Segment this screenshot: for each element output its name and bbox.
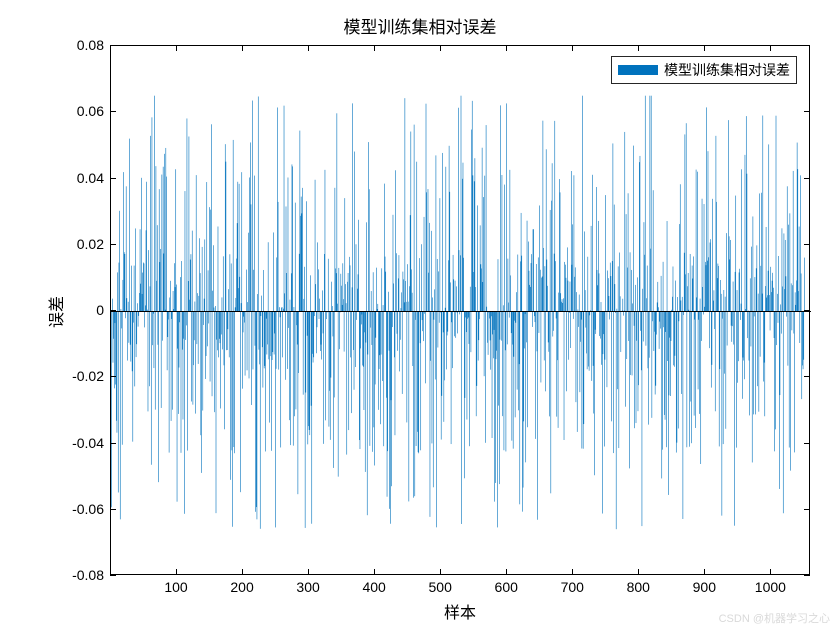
watermark: CSDN @机器学习之心 [719, 610, 830, 626]
y-tick [110, 244, 116, 245]
y-tick-label: 0 [96, 302, 104, 318]
x-tick [374, 45, 375, 51]
x-tick-label: 600 [486, 579, 526, 595]
x-tick [176, 45, 177, 51]
x-tick [638, 569, 639, 575]
x-tick [704, 569, 705, 575]
y-tick-label: 0.08 [77, 37, 104, 53]
y-tick [110, 509, 116, 510]
x-tick [242, 45, 243, 51]
legend-swatch [618, 65, 658, 75]
watermark-left: CSDN [719, 613, 750, 625]
y-tick [110, 45, 116, 46]
x-tick-label: 1000 [750, 579, 790, 595]
y-tick [804, 244, 810, 245]
x-tick [440, 45, 441, 51]
chart-title: 模型训练集相对误差 [0, 13, 840, 38]
x-tick-label: 900 [684, 579, 724, 595]
y-tick [110, 178, 116, 179]
legend: 模型训练集相对误差 [611, 56, 797, 84]
y-tick [804, 509, 810, 510]
x-tick [506, 569, 507, 575]
x-tick [242, 569, 243, 575]
y-tick-label: 0.02 [77, 236, 104, 252]
x-axis-label: 样本 [110, 599, 810, 623]
x-tick-label: 100 [156, 579, 196, 595]
y-tick [804, 443, 810, 444]
x-tick [572, 45, 573, 51]
y-tick [110, 443, 116, 444]
zero-line [111, 311, 811, 312]
y-tick-label: 0.06 [77, 103, 104, 119]
x-tick [440, 569, 441, 575]
y-tick [804, 575, 810, 576]
x-tick-label: 400 [354, 579, 394, 595]
figure: 模型训练集相对误差 模型训练集相对误差 误差 样本 CSDN @机器学习之心 -… [0, 0, 840, 630]
x-tick [374, 569, 375, 575]
y-tick-label: 0.04 [77, 170, 104, 186]
legend-label: 模型训练集相对误差 [664, 60, 790, 80]
x-tick-label: 200 [222, 579, 262, 595]
y-tick [804, 310, 810, 311]
y-tick-label: -0.02 [72, 368, 104, 384]
y-tick [110, 376, 116, 377]
watermark-right: @机器学习之心 [753, 613, 830, 625]
x-tick [704, 45, 705, 51]
x-tick [308, 45, 309, 51]
y-tick [804, 178, 810, 179]
x-tick-label: 300 [288, 579, 328, 595]
y-tick [110, 111, 116, 112]
y-tick [110, 575, 116, 576]
y-tick [804, 45, 810, 46]
y-tick-label: -0.04 [72, 435, 104, 451]
y-tick [804, 376, 810, 377]
plot-area: 模型训练集相对误差 [110, 45, 810, 575]
x-tick [770, 45, 771, 51]
x-tick-label: 800 [618, 579, 658, 595]
x-tick [770, 569, 771, 575]
y-tick [110, 310, 116, 311]
x-tick-label: 700 [552, 579, 592, 595]
x-tick-label: 500 [420, 579, 460, 595]
x-tick [506, 45, 507, 51]
y-tick-label: -0.08 [72, 567, 104, 583]
y-tick [804, 111, 810, 112]
x-tick [638, 45, 639, 51]
y-axis-label: 误差 [43, 282, 67, 342]
y-tick-label: -0.06 [72, 501, 104, 517]
x-tick [308, 569, 309, 575]
x-tick [176, 569, 177, 575]
x-tick [572, 569, 573, 575]
